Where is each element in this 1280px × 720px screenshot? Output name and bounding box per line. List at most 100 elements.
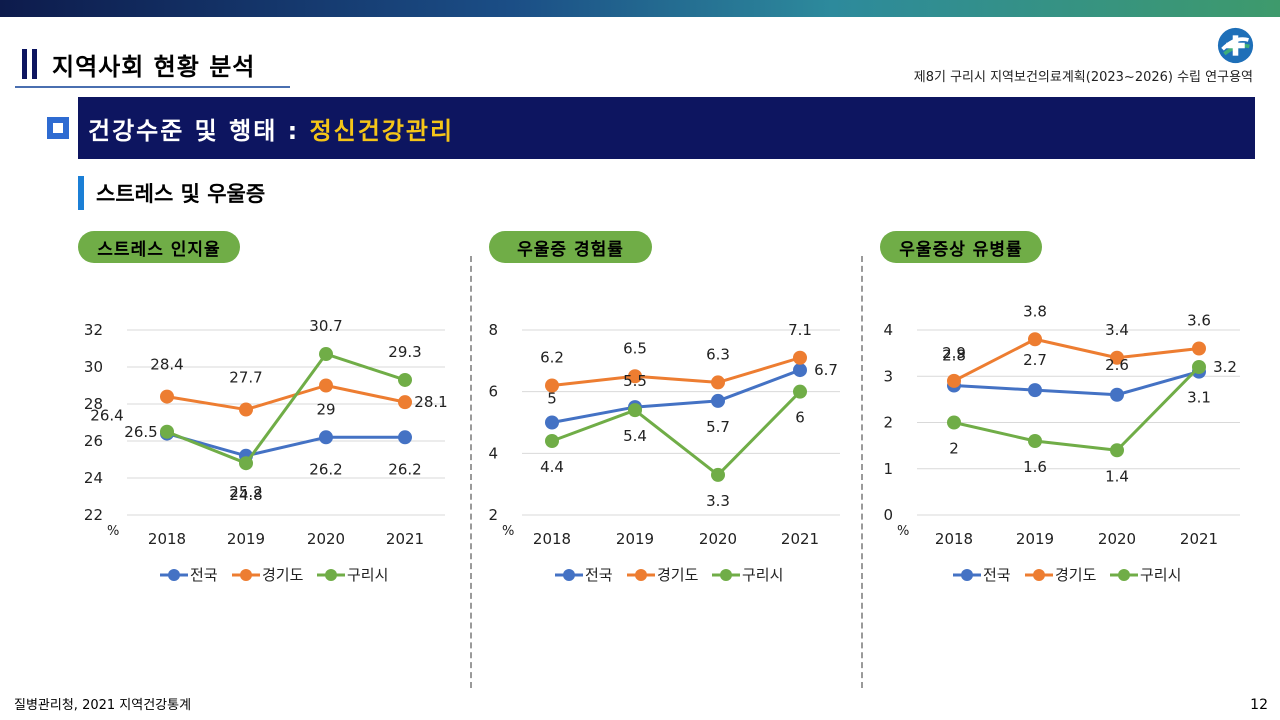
legend-national-marker [961,569,973,581]
section-title-marker [22,49,38,79]
legend-gyeonggi-label: 경기도 [262,566,304,584]
chart-divider-1 [470,256,472,688]
banner-highlight: 정신건강관리 [309,116,455,145]
y-tick-label: 8 [488,321,498,339]
data-label: 30.7 [309,317,342,335]
series-guri-point [398,372,412,387]
series-gyeonggi-point [947,373,961,388]
series-gyeonggi-point [319,378,333,393]
y-tick-label: 0 [883,506,893,524]
series-guri-point [947,415,961,430]
y-tick-label: 22 [84,506,103,524]
legend-national-marker [168,569,180,581]
legend-gyeonggi-marker [1033,569,1045,581]
data-label: 3.8 [1023,302,1047,320]
y-tick-label: 4 [883,321,893,339]
series-guri-line [551,390,802,477]
data-label: 6 [795,409,805,427]
chart-title-depression-experience: 우울증 경험률 [489,231,652,263]
series-guri-point [1110,443,1124,458]
x-tick-label: 2020 [307,530,345,548]
data-label: 3.2 [1213,358,1237,376]
project-title: 제8기 구리시 지역보건의료계획(2023~2026) 수립 연구용역 [913,70,1253,85]
legend-guri-marker [720,569,732,581]
unit-label: % [107,524,119,539]
data-label: 6.7 [814,361,838,379]
series-guri-point [1192,360,1206,374]
series-national-line [551,368,801,424]
y-tick-label: 32 [84,321,103,339]
x-tick-label: 2018 [935,530,973,548]
series-guri-point [628,403,642,418]
y-tick-label: 2 [883,414,893,432]
source-note: 질병관리청, 2021 지역건강통계 [14,698,192,713]
data-label: 5 [547,390,557,408]
series-gyeonggi-point [398,395,412,410]
data-label: 6.3 [706,345,730,363]
chart-title-stress: 스트레스 인지율 [78,231,240,263]
x-tick-label: 2019 [1016,530,1054,548]
series-gyeonggi-line [551,356,801,387]
data-label: 6.2 [540,349,564,367]
data-label: 2.7 [1023,351,1047,369]
subsection-title: 스트레스 및 우울증 [78,176,265,210]
data-label: 2.8 [942,347,966,365]
unit-label: % [502,524,514,539]
series-national-point [793,363,807,378]
series-gyeonggi-point [1110,350,1124,365]
subsection-bar [78,176,84,210]
data-label: 4.4 [540,458,564,476]
y-tick-label: 2 [488,506,498,524]
data-label: 25.2 [229,483,262,501]
topic-banner: 건강수준 및 행태 : 정신건강관리 [78,97,1255,159]
data-label: 26.5 [124,423,157,441]
legend-national-label: 전국 [585,566,613,584]
series-guri-point [1028,434,1042,448]
y-tick-label: 1 [883,460,893,478]
banner-square-icon [47,117,69,139]
data-label: 28.1 [414,393,447,411]
y-tick-label: 26 [84,432,103,450]
legend-guri-marker [325,569,337,581]
x-tick-label: 2019 [227,530,265,548]
x-tick-label: 2021 [781,530,819,548]
legend-guri-label: 구리시 [347,566,388,584]
series-gyeonggi-line [953,337,1200,383]
guri-logo-icon [1217,27,1254,64]
data-label: 3.6 [1187,312,1211,330]
series-gyeonggi-point [545,378,559,393]
subsection-text: 스트레스 및 우울증 [96,182,266,206]
series-national-point [1028,383,1042,398]
series-gyeonggi-point [793,350,807,365]
data-label: 1.4 [1105,467,1129,485]
series-guri-point [160,424,174,439]
chart-title-depression-symptom: 우울증상 유병률 [880,231,1042,263]
y-tick-label: 6 [488,383,498,401]
series-guri-point [319,347,333,362]
section-title: 지역사회 현황 분석 [22,44,255,84]
series-gyeonggi-point [711,375,725,390]
x-tick-label: 2021 [386,530,424,548]
series-national-line [166,432,405,458]
series-gyeonggi-point [1028,332,1042,347]
y-tick-label: 30 [84,358,103,376]
series-guri-point [711,467,725,482]
series-guri-line [953,365,1201,452]
chart-depression-symptom: 0 1 2 3 4% 2018 2019 2020 2021 2.8 2.7 2.6 3.1 2.9 3.8… [883,302,1240,584]
data-label: 2 [949,440,959,458]
legend-guri-marker [1118,569,1130,581]
legend-guri-label: 구리시 [742,566,783,584]
data-label: 3.1 [1187,389,1211,407]
series-national-point [398,430,412,445]
data-label: 28.4 [150,356,183,374]
x-tick-label: 2020 [1098,530,1136,548]
data-label: 5.7 [706,418,730,436]
chart-divider-2 [861,256,863,688]
x-tick-label: 2019 [616,530,654,548]
data-label: 29.3 [388,343,421,361]
section-title-text: 지역사회 현황 분석 [52,52,256,81]
legend-gyeonggi-label: 경기도 [657,566,699,584]
data-label: 26.4 [90,407,123,425]
series-gyeonggi-point [239,402,253,417]
x-tick-label: 2020 [699,530,737,548]
